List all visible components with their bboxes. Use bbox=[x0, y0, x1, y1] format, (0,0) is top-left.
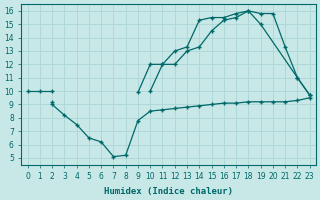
X-axis label: Humidex (Indice chaleur): Humidex (Indice chaleur) bbox=[104, 187, 233, 196]
